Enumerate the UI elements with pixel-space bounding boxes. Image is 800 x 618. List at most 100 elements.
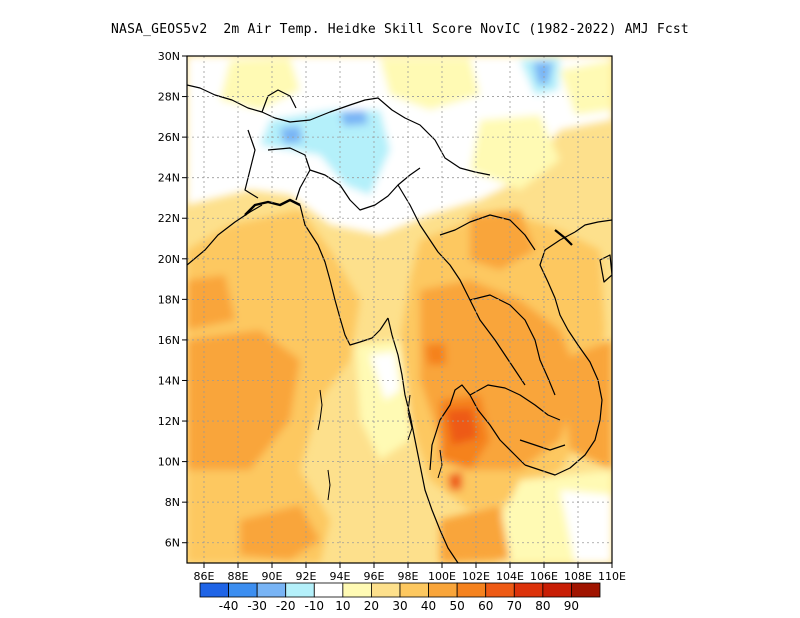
colorbar-swatch: [399, 582, 429, 598]
field-dark-orange-north-laos: [470, 210, 535, 270]
border-cambodia-north: [469, 384, 561, 421]
island-andaman-1: [317, 389, 323, 431]
colorbar-swatch: [199, 582, 229, 598]
colorbar-swatch: [485, 582, 515, 598]
colorbar-label: -30: [247, 599, 267, 613]
y-tick-label: 12N: [158, 415, 180, 428]
colorbar-label: 60: [478, 599, 493, 613]
field-white-southeast: [560, 490, 612, 563]
y-tick-label: 6N: [165, 537, 180, 550]
field-neg-core-2: [340, 110, 368, 126]
island-thai-coast: [437, 449, 443, 479]
y-tick-label: 26N: [158, 131, 180, 144]
border-myanmar-india: [309, 167, 421, 211]
field-pale-yellow-e: [470, 115, 560, 190]
field-neg-ne-core: [533, 62, 553, 85]
island-nicobar-1: [327, 469, 331, 501]
colorbar-label: 30: [392, 599, 407, 613]
colorbar-label: 80: [535, 599, 550, 613]
colorbar-label: -20: [276, 599, 296, 613]
field-pale-yellow-ne: [560, 60, 612, 115]
colorbar-swatch: [285, 582, 315, 598]
coast-red-river-delta: [554, 229, 573, 246]
field-dark-orange-sw: [240, 505, 320, 560]
colorbar-label: 10: [335, 599, 350, 613]
colorbar-label: 40: [421, 599, 436, 613]
border-cambodia-vietnam: [519, 439, 566, 451]
colorbar-swatch: [342, 582, 372, 598]
y-tick-label: 10N: [158, 456, 180, 469]
y-tick-label: 28N: [158, 91, 180, 104]
y-tick-label: 16N: [158, 334, 180, 347]
x-tick-label: 90E: [262, 570, 283, 583]
field-dark-orange-west2: [187, 275, 235, 330]
colorbar-swatch: [456, 582, 487, 598]
y-tick-label: 14N: [158, 374, 180, 387]
colorbar-swatch: [228, 582, 258, 598]
island-mergui: [407, 394, 413, 441]
x-tick-label: 88E: [228, 570, 249, 583]
x-tick-label: 92E: [296, 570, 317, 583]
shaded-field: [187, 56, 612, 563]
coast-tenasserim: [387, 317, 459, 563]
x-tick-label: 104E: [496, 570, 524, 583]
y-tick-label: 20N: [158, 253, 180, 266]
colorbar-swatch: [542, 582, 572, 598]
colorbar-swatch: [428, 582, 458, 598]
field-white-andaman: [370, 352, 400, 400]
x-tick-label: 96E: [364, 570, 385, 583]
field-strongest-gulf: [446, 408, 478, 445]
colorbar-swatch: [513, 582, 544, 598]
coast-bengal-delta: [244, 198, 301, 216]
colorbar-label: 90: [564, 599, 579, 613]
islands: [317, 389, 443, 501]
x-tick-label: 100E: [428, 570, 456, 583]
x-tick-label: 86E: [194, 570, 215, 583]
x-tick-label: 94E: [330, 570, 351, 583]
field-low-north: [187, 56, 612, 235]
x-tick-label: 102E: [462, 570, 490, 583]
colorbar-label: 50: [450, 599, 465, 613]
colorbar-swatch: [571, 582, 601, 598]
field-pale-yellow-nw: [220, 58, 300, 110]
y-axis: 6N 8N 10N 12N 14N 16N 18N 20N 22N 24N 26N 28N 30N: [158, 50, 187, 550]
x-tick-label: 110E: [598, 570, 626, 583]
colorbar-label: -10: [304, 599, 324, 613]
coast-vietnam: [524, 231, 603, 476]
y-tick-label: 8N: [165, 496, 180, 509]
x-tick-label: 108E: [564, 570, 592, 583]
border-laos-north: [439, 214, 536, 251]
border-bangladesh-w: [244, 129, 259, 199]
coast-india-east: [187, 204, 263, 266]
coast-hainan: [599, 254, 612, 283]
colorbar-swatch: [256, 582, 287, 598]
field-dark-orange-west: [187, 330, 300, 470]
colorbar-swatch: [313, 582, 344, 598]
field-dark-orange-south: [440, 505, 510, 563]
border-myanmar-thai-laos: [397, 184, 526, 386]
y-tick-label: 24N: [158, 172, 180, 185]
y-tick-label: 30N: [158, 50, 180, 63]
gridlines: [187, 56, 612, 563]
plot-frame: [186, 55, 613, 564]
colorbar-swatch: [371, 582, 401, 598]
colorbar-label: 20: [364, 599, 379, 613]
field-neg-core-1: [280, 126, 302, 144]
border-laos-thai: [469, 294, 556, 396]
colorbar-label: -40: [219, 599, 239, 613]
x-axis: 86E 88E 90E 92E 94E 96E 98E 100E 102E 104E 106E 108…: [194, 563, 626, 583]
field-strong-spot-south: [448, 472, 462, 490]
coast-china-south: [574, 219, 612, 233]
colorbar-label: 70: [507, 599, 522, 613]
field-pale-yellow-n: [380, 58, 480, 110]
x-tick-label: 98E: [398, 570, 419, 583]
x-tick-label: 106E: [530, 570, 558, 583]
border-bangladesh-e: [267, 147, 311, 201]
field-strong-spot-thai: [425, 343, 446, 365]
field-dark-orange-vietnam: [560, 340, 612, 470]
y-tick-label: 22N: [158, 212, 180, 225]
border-nepal-sikkim: [261, 89, 297, 113]
colorbar: -40 -30 -20 -10 10 20 30 40 50 60 70 80 90: [199, 582, 601, 613]
coast-gulf-thailand: [429, 384, 526, 471]
